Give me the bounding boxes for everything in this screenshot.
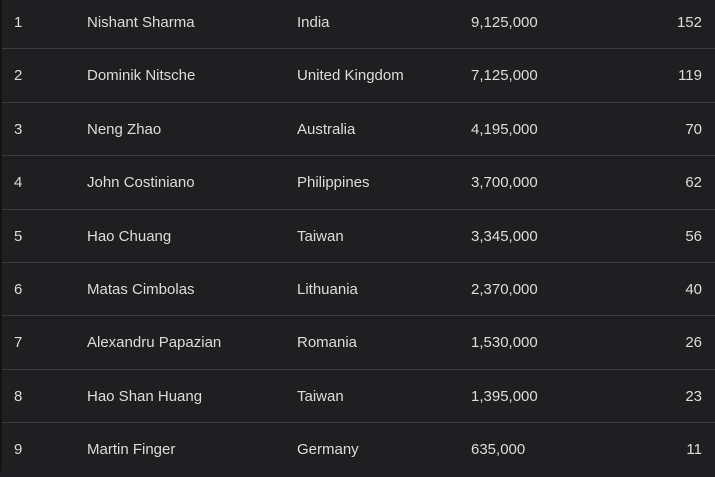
- cell-count: 62: [685, 174, 702, 192]
- cell-count: 152: [676, 14, 702, 31]
- cell-name: Nishant Sharma: [87, 14, 195, 31]
- cell-count: 11: [686, 441, 702, 459]
- table-row[interactable]: 1 Nishant Sharma India 9,125,000 152: [2, 0, 715, 50]
- cell-score: 2,370,000: [471, 280, 538, 298]
- cell-count: 40: [685, 280, 702, 298]
- cell-score: 1,395,000: [471, 387, 538, 405]
- cell-name: Dominik Nitsche: [87, 67, 196, 85]
- cell-rank: 4: [14, 174, 23, 192]
- cell-country: Taiwan: [297, 387, 344, 405]
- table-row[interactable]: 2 Dominik Nitsche United Kingdom 7,125,000 1…: [2, 49, 715, 103]
- cell-rank: 3: [14, 120, 23, 138]
- cell-country: United Kingdom: [297, 67, 404, 85]
- cell-score: 635,000: [471, 441, 526, 459]
- table-row[interactable]: 6 Matas Cimbolas Lithuania 2,370,000 40: [2, 263, 715, 317]
- cell-count: 70: [685, 120, 702, 138]
- cell-rank: 1: [14, 14, 23, 31]
- cell-count: 56: [685, 227, 702, 245]
- table-row[interactable]: 4 John Costiniano Philippines 3,700,000 62: [2, 156, 715, 210]
- table-row[interactable]: 7 Alexandru Papazian Romania 1,530,000 26: [2, 316, 715, 370]
- cell-name: Martin Finger: [87, 441, 176, 459]
- cell-name: Hao Shan Huang: [87, 387, 203, 405]
- cell-rank: 8: [14, 387, 23, 405]
- cell-score: 9,125,000: [471, 14, 538, 31]
- cell-score: 3,700,000: [471, 174, 538, 192]
- cell-name: Alexandru Papazian: [87, 334, 222, 352]
- cell-rank: 9: [14, 441, 23, 459]
- cell-country: Romania: [297, 334, 358, 352]
- cell-country: Taiwan: [297, 227, 344, 245]
- cell-count: 119: [678, 67, 702, 85]
- cell-country: Lithuania: [297, 280, 358, 298]
- table-row[interactable]: 3 Neng Zhao Australia 4,195,000 70: [2, 103, 715, 157]
- cell-count: 26: [685, 334, 702, 352]
- table-row[interactable]: 5 Hao Chuang Taiwan 3,345,000 56: [2, 210, 715, 263]
- cell-country: India: [297, 14, 330, 31]
- cell-name: Matas Cimbolas: [87, 280, 195, 298]
- table-row[interactable]: 8 Hao Shan Huang Taiwan 1,395,000 23: [2, 370, 715, 424]
- cell-country: Germany: [297, 441, 359, 459]
- cell-score: 4,195,000: [471, 120, 538, 138]
- cell-rank: 5: [14, 227, 23, 245]
- cell-count: 23: [685, 387, 702, 405]
- cell-country: Philippines: [297, 174, 370, 192]
- cell-score: 7,125,000: [471, 67, 538, 85]
- cell-name: John Costiniano: [87, 174, 195, 192]
- cell-score: 3,345,000: [471, 227, 538, 245]
- cell-rank: 6: [14, 280, 23, 298]
- table-row[interactable]: 9 Martin Finger Germany 635,000 11: [2, 423, 715, 476]
- cell-name: Hao Chuang: [87, 227, 172, 245]
- cell-name: Neng Zhao: [87, 120, 162, 138]
- left-edge: [0, 0, 2, 471]
- cell-score: 1,530,000: [471, 334, 538, 352]
- cell-country: Australia: [297, 120, 356, 138]
- cell-rank: 2: [14, 67, 23, 85]
- cell-rank: 7: [14, 334, 23, 352]
